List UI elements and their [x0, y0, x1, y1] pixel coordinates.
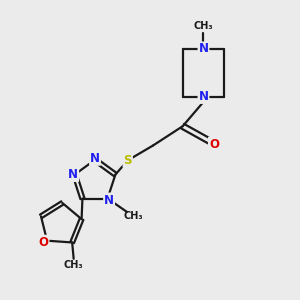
- Text: CH₃: CH₃: [64, 260, 83, 270]
- Text: O: O: [38, 236, 49, 249]
- Text: N: N: [104, 194, 114, 206]
- Text: N: N: [199, 90, 208, 103]
- Text: CH₃: CH₃: [194, 21, 213, 31]
- Text: CH₃: CH₃: [124, 212, 143, 221]
- Text: S: S: [124, 154, 132, 167]
- Text: N: N: [68, 168, 78, 181]
- Text: O: O: [209, 138, 219, 151]
- Text: N: N: [199, 42, 208, 56]
- Text: N: N: [90, 152, 100, 165]
